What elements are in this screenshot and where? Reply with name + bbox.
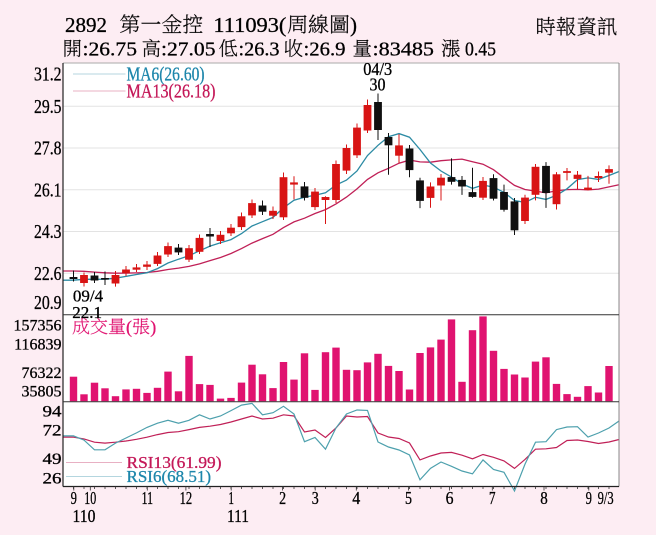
svg-text:7: 7 [489, 488, 496, 508]
svg-text::26.9: :26.9 [304, 40, 346, 61]
svg-text:(: ( [126, 317, 132, 338]
svg-text:09/4: 09/4 [73, 286, 104, 305]
svg-text:27.8: 27.8 [34, 138, 62, 160]
svg-text:94: 94 [43, 403, 62, 420]
svg-text:110: 110 [73, 506, 96, 526]
svg-text:10: 10 [84, 488, 96, 508]
svg-text:35805: 35805 [22, 384, 62, 401]
svg-text:9: 9 [586, 488, 592, 508]
svg-text:MA6(26.60): MA6(26.60) [127, 64, 205, 86]
svg-text:2: 2 [279, 488, 286, 508]
svg-text:RSI13(61.99): RSI13(61.99) [127, 453, 222, 472]
svg-text:111: 111 [227, 506, 249, 526]
svg-text:MA13(26.18): MA13(26.18) [127, 81, 216, 103]
svg-text:04/3: 04/3 [363, 59, 392, 79]
svg-text:24.3: 24.3 [34, 221, 62, 243]
svg-text:11: 11 [141, 488, 153, 508]
svg-text:111093(: 111093( [213, 13, 286, 37]
svg-text:6: 6 [446, 488, 454, 508]
svg-text:5: 5 [405, 488, 412, 508]
svg-text::26.75: :26.75 [83, 40, 138, 61]
svg-text:4: 4 [352, 488, 360, 508]
svg-text:31.2: 31.2 [34, 64, 62, 86]
svg-text:): ) [150, 317, 156, 338]
svg-text:72: 72 [43, 423, 62, 440]
svg-text:12: 12 [180, 488, 193, 508]
svg-text:9: 9 [71, 488, 77, 508]
svg-text:RSI6(68.51): RSI6(68.51) [127, 467, 212, 486]
svg-text::27.05: :27.05 [161, 40, 216, 61]
svg-text:): ) [350, 13, 357, 37]
svg-text:20.9: 20.9 [34, 292, 62, 314]
svg-text:157356: 157356 [14, 318, 62, 335]
svg-text::83485: :83485 [373, 40, 435, 61]
svg-text:116839: 116839 [14, 336, 61, 353]
svg-text:8: 8 [540, 488, 548, 508]
svg-text:26: 26 [43, 470, 62, 487]
svg-text:1: 1 [228, 488, 234, 508]
svg-text:76322: 76322 [22, 365, 62, 382]
svg-text:30: 30 [370, 74, 386, 94]
svg-text:2892: 2892 [65, 13, 107, 37]
svg-text:9/3: 9/3 [598, 488, 614, 508]
svg-text:22.1: 22.1 [72, 303, 102, 322]
svg-text:49: 49 [43, 451, 62, 468]
svg-text:22.6: 22.6 [34, 263, 62, 285]
svg-text:29.5: 29.5 [34, 96, 62, 118]
svg-text::26.3: :26.3 [239, 40, 280, 61]
svg-text:0.45: 0.45 [465, 40, 496, 61]
svg-text:26.1: 26.1 [34, 179, 62, 201]
svg-text:3: 3 [312, 488, 319, 508]
